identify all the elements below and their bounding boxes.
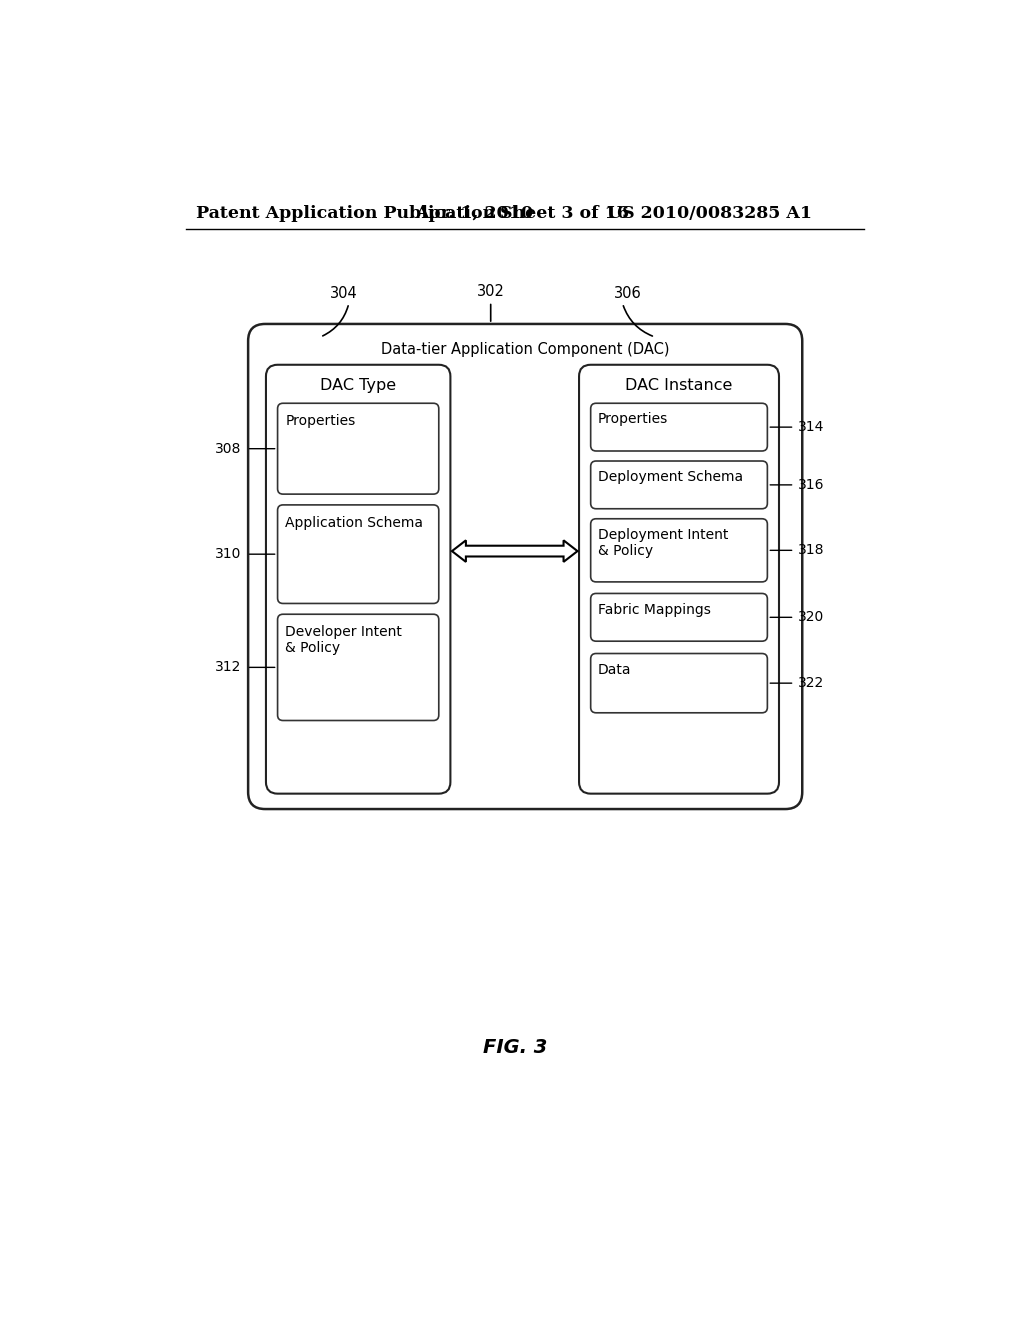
FancyBboxPatch shape <box>278 614 438 721</box>
FancyBboxPatch shape <box>591 594 767 642</box>
Text: Data: Data <box>598 663 631 677</box>
Text: Application Schema: Application Schema <box>286 516 423 529</box>
Text: Sheet 3 of 16: Sheet 3 of 16 <box>500 206 629 222</box>
Text: 322: 322 <box>799 676 824 690</box>
Text: 320: 320 <box>799 610 824 624</box>
FancyBboxPatch shape <box>278 404 438 494</box>
Text: 312: 312 <box>215 660 241 675</box>
FancyBboxPatch shape <box>591 519 767 582</box>
Text: 310: 310 <box>215 548 241 561</box>
Text: DAC Type: DAC Type <box>321 378 396 393</box>
FancyBboxPatch shape <box>278 506 438 603</box>
Text: Patent Application Publication: Patent Application Publication <box>197 206 496 222</box>
Text: Fabric Mappings: Fabric Mappings <box>598 603 711 616</box>
FancyBboxPatch shape <box>591 461 767 508</box>
Text: 306: 306 <box>614 285 642 301</box>
Text: 316: 316 <box>799 478 825 492</box>
FancyBboxPatch shape <box>591 653 767 713</box>
Text: Properties: Properties <box>286 414 355 428</box>
Text: 314: 314 <box>799 420 824 434</box>
Text: 318: 318 <box>799 544 825 557</box>
Text: Data-tier Application Component (DAC): Data-tier Application Component (DAC) <box>381 342 669 356</box>
FancyBboxPatch shape <box>248 323 802 809</box>
Text: Deployment Schema: Deployment Schema <box>598 470 742 484</box>
Text: FIG. 3: FIG. 3 <box>483 1039 548 1057</box>
Text: Properties: Properties <box>598 412 668 426</box>
Text: US 2010/0083285 A1: US 2010/0083285 A1 <box>607 206 812 222</box>
Text: DAC Instance: DAC Instance <box>626 378 733 393</box>
FancyBboxPatch shape <box>591 404 767 451</box>
Text: 302: 302 <box>477 284 505 300</box>
Text: Apr. 1, 2010: Apr. 1, 2010 <box>415 206 532 222</box>
Polygon shape <box>452 540 578 562</box>
FancyBboxPatch shape <box>579 364 779 793</box>
Text: 308: 308 <box>215 442 241 455</box>
Text: Developer Intent
& Policy: Developer Intent & Policy <box>286 626 402 655</box>
FancyBboxPatch shape <box>266 364 451 793</box>
Text: 304: 304 <box>330 285 357 301</box>
Text: Deployment Intent
& Policy: Deployment Intent & Policy <box>598 528 728 558</box>
